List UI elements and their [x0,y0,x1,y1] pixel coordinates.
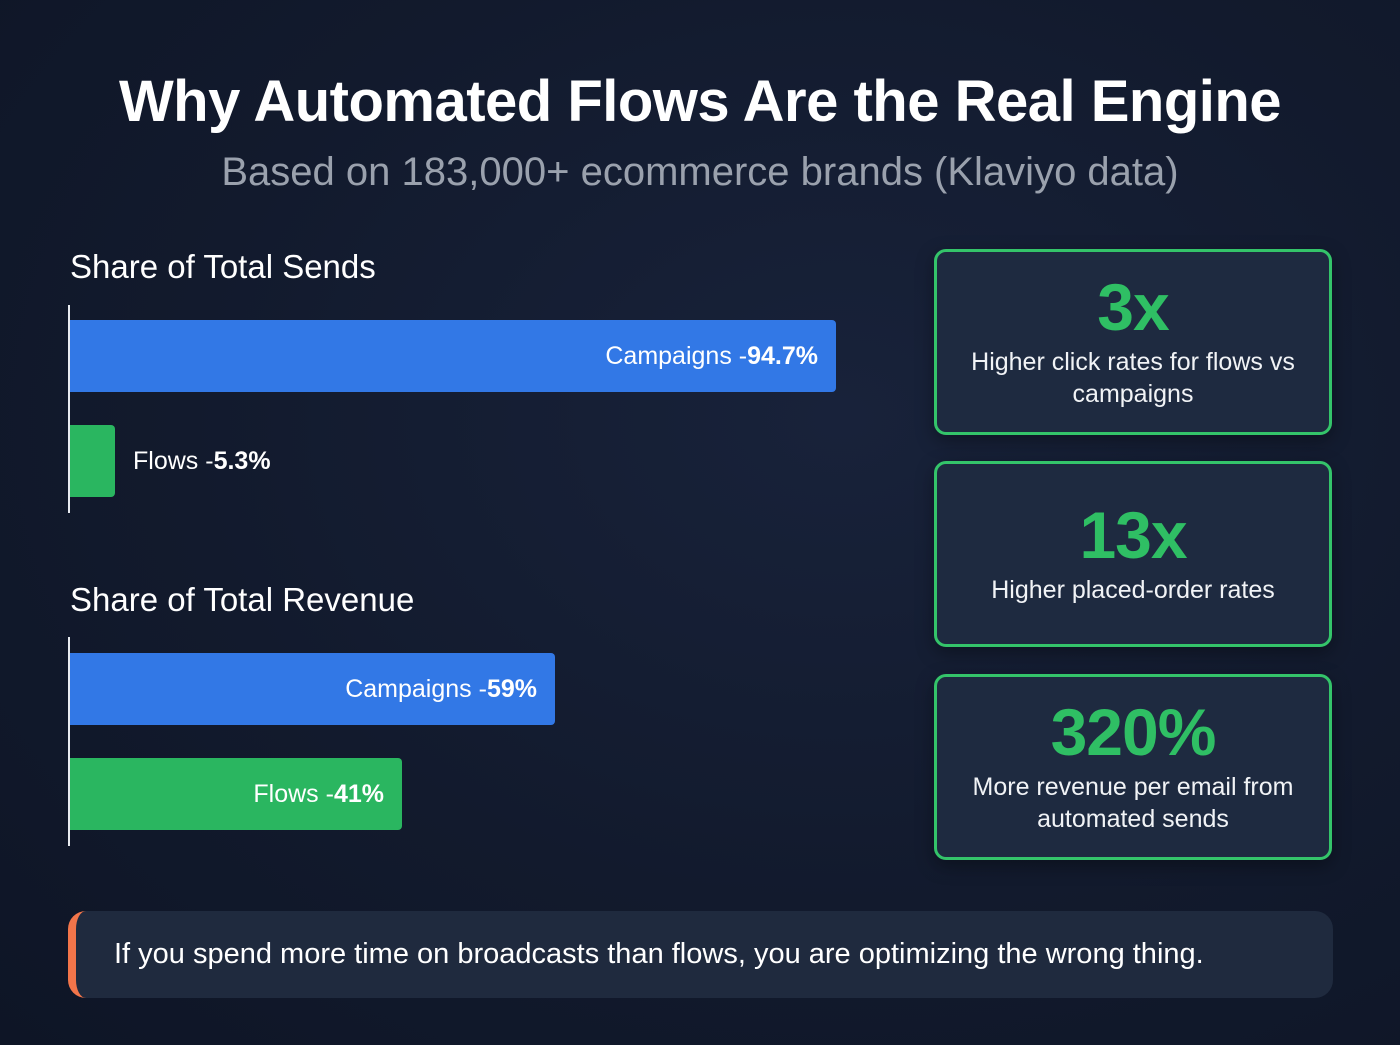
stat-value: 320% [1050,695,1217,769]
sends-campaigns-bar: Campaigns - 94.7% [70,320,836,392]
revenue-campaigns-bar: Campaigns - 59% [70,653,555,725]
sends-chart-title: Share of Total Sends [70,248,376,285]
page-subtitle: Based on 183,000+ ecommerce brands (Klav… [221,150,1179,194]
sends-flows-bar [70,425,115,497]
stat-card-click-rate: 3x Higher click rates for flows vs campa… [934,249,1332,435]
callout-banner: If you spend more time on broadcasts tha… [68,911,1333,998]
bar-label-name: Campaigns - [345,674,487,703]
bar-label-name: Flows - [253,779,334,808]
bar-label-value: 5.3% [213,446,271,475]
callout-text: If you spend more time on broadcasts tha… [114,938,1204,970]
bar-label-value: 94.7% [747,341,818,370]
sends-chart-axis [68,305,70,513]
stat-value: 3x [1097,270,1169,344]
bar-label-name: Flows - [133,446,214,475]
stat-value: 13x [1079,498,1187,572]
stat-description: Higher placed-order rates [991,576,1275,604]
revenue-chart-axis [68,637,70,846]
stat-card-order-rate: 13x Higher placed-order rates [934,461,1332,647]
sends-flows-label: Flows - 5.3% [133,425,271,497]
revenue-chart-title: Share of Total Revenue [70,581,415,618]
stat-card-revenue-per-email: 320% More revenue per email from automat… [934,674,1332,860]
bar-label-value: 41% [333,779,384,808]
stat-description: Higher click rates for flows vs campaign… [971,348,1295,408]
stat-description: More revenue per email from automated se… [972,773,1294,833]
page-title: Why Automated Flows Are the Real Engine [118,69,1282,134]
revenue-flows-bar: Flows - 41% [70,758,402,830]
bar-label-value: 59% [486,674,537,703]
bar-label-name: Campaigns - [605,341,748,370]
